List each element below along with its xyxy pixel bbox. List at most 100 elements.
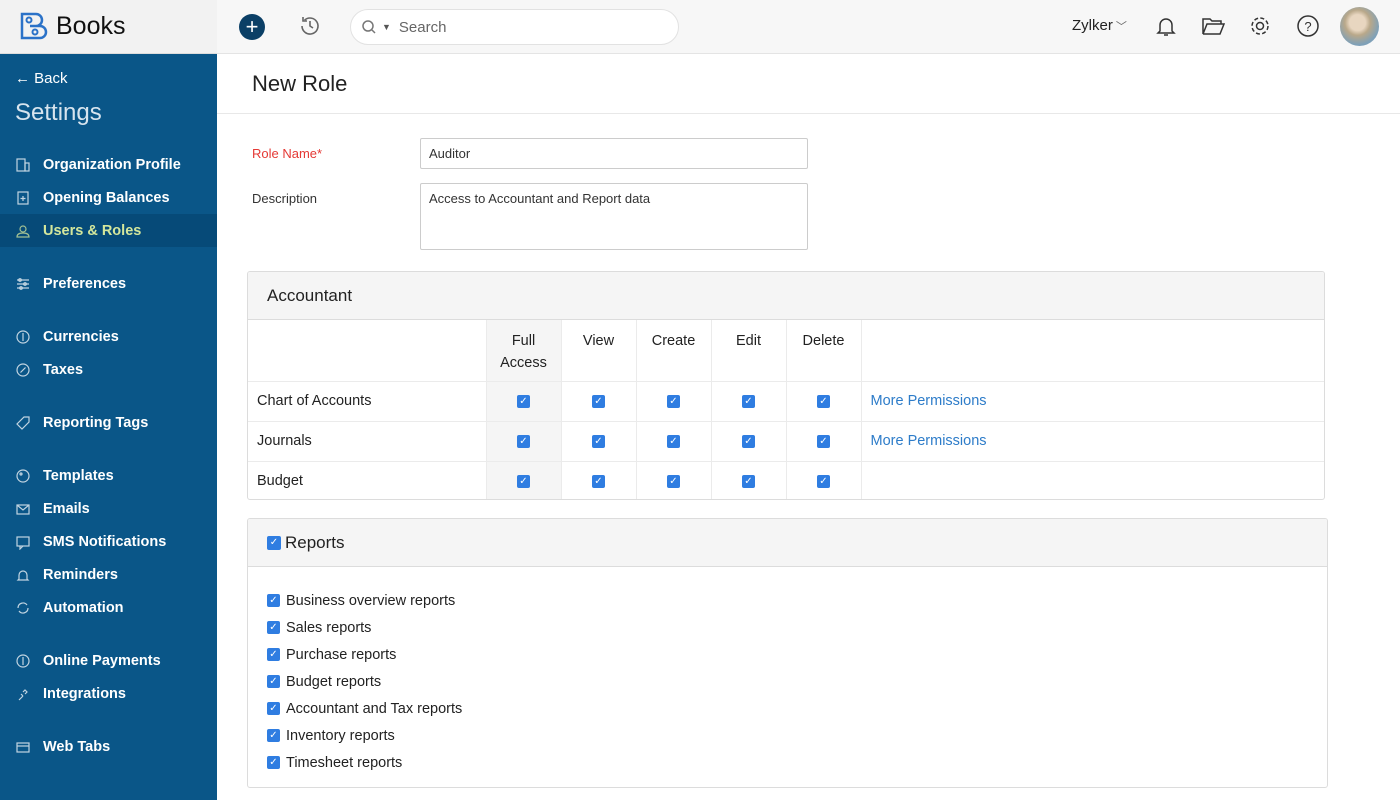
module-name: Chart of Accounts bbox=[248, 381, 487, 422]
search-filter-caret-icon[interactable]: ▼ bbox=[382, 22, 391, 32]
sidebar-item-currencies[interactable]: Currencies bbox=[0, 320, 217, 353]
report-item[interactable]: ✓ Budget reports bbox=[267, 668, 1327, 695]
search-input[interactable]: ▼ Search bbox=[350, 9, 679, 45]
svg-text:?: ? bbox=[1304, 19, 1311, 34]
sidebar-item-label: Reminders bbox=[43, 566, 118, 583]
settings-nav: Organization Profile Opening Balances User… bbox=[0, 148, 217, 763]
permission-checkbox-delete[interactable]: ✓ bbox=[817, 394, 830, 408]
module-name: Budget bbox=[248, 461, 487, 499]
mail-icon bbox=[16, 503, 30, 515]
back-link[interactable]: ← Back bbox=[15, 70, 68, 87]
permission-checkbox-create[interactable]: ✓ bbox=[667, 474, 680, 488]
plus-icon[interactable]: + bbox=[239, 14, 265, 40]
top-bar: + ▼ Search Zylker ﹀ ? bbox=[217, 0, 1400, 54]
users-icon bbox=[16, 224, 30, 238]
report-checkbox[interactable]: ✓ bbox=[267, 756, 280, 769]
more-permissions-link[interactable]: More Permissions bbox=[861, 381, 1324, 422]
gear-icon[interactable] bbox=[1248, 14, 1272, 38]
report-checkbox[interactable]: ✓ bbox=[267, 702, 280, 715]
description-textarea[interactable]: Access to Accountant and Report data bbox=[420, 183, 808, 250]
permission-checkbox-edit[interactable]: ✓ bbox=[742, 434, 755, 448]
module-column-header bbox=[248, 320, 487, 382]
table-row: Budget ✓ ✓ ✓ ✓ ✓ bbox=[248, 461, 1324, 499]
palette-icon bbox=[16, 468, 30, 483]
permission-cell: ✓ bbox=[786, 461, 862, 499]
report-item[interactable]: ✓ Purchase reports bbox=[267, 641, 1327, 668]
report-item[interactable]: ✓ Timesheet reports bbox=[267, 749, 1327, 776]
more-permissions-link[interactable]: More Permissions bbox=[861, 421, 1324, 462]
sidebar-item-users-roles[interactable]: Users & Roles bbox=[0, 214, 217, 247]
permission-checkbox-edit[interactable]: ✓ bbox=[742, 474, 755, 488]
report-checkbox[interactable]: ✓ bbox=[267, 729, 280, 742]
permission-cell: ✓ bbox=[486, 381, 562, 422]
sidebar-item-web-tabs[interactable]: Web Tabs bbox=[0, 730, 217, 763]
reports-list: ✓ Business overview reports ✓ Sales reports… bbox=[248, 567, 1327, 776]
report-checkbox[interactable]: ✓ bbox=[267, 594, 280, 607]
report-item[interactable]: ✓ Accountant and Tax reports bbox=[267, 695, 1327, 722]
permission-cell: ✓ bbox=[486, 421, 562, 462]
permission-checkbox-view[interactable]: ✓ bbox=[592, 434, 605, 448]
permission-cell: ✓ bbox=[561, 421, 637, 462]
report-checkbox[interactable]: ✓ bbox=[267, 675, 280, 688]
sidebar-item-preferences[interactable]: Preferences bbox=[0, 267, 217, 300]
bell-icon bbox=[16, 569, 30, 581]
sidebar-item-taxes[interactable]: Taxes bbox=[0, 353, 217, 386]
sidebar-item-opening-balances[interactable]: Opening Balances bbox=[0, 181, 217, 214]
percent-icon bbox=[16, 362, 30, 377]
avatar[interactable] bbox=[1340, 7, 1379, 46]
sidebar-item-label: Integrations bbox=[43, 685, 126, 702]
currency-icon bbox=[16, 329, 30, 344]
sidebar-item-reporting-tags[interactable]: Reporting Tags bbox=[0, 406, 217, 439]
permission-checkbox-delete[interactable]: ✓ bbox=[817, 474, 830, 488]
permission-checkbox-create[interactable]: ✓ bbox=[667, 394, 680, 408]
bell-icon[interactable] bbox=[1154, 14, 1178, 38]
logo[interactable]: Books bbox=[0, 0, 217, 54]
permission-checkbox-delete[interactable]: ✓ bbox=[817, 434, 830, 448]
sidebar-item-sms-notifications[interactable]: SMS Notifications bbox=[0, 525, 217, 558]
report-item[interactable]: ✓ Business overview reports bbox=[267, 587, 1327, 614]
permission-checkbox-create[interactable]: ✓ bbox=[667, 434, 680, 448]
report-label: Purchase reports bbox=[286, 646, 397, 663]
reports-select-all-checkbox[interactable]: ✓ bbox=[267, 535, 281, 550]
org-switcher[interactable]: Zylker ﹀ bbox=[1072, 17, 1127, 34]
app-name: Books bbox=[56, 12, 126, 40]
sidebar-item-label: Taxes bbox=[43, 361, 84, 378]
permission-checkbox-full-access[interactable]: ✓ bbox=[517, 394, 530, 408]
sidebar-item-label: Currencies bbox=[43, 328, 119, 345]
accountant-title: Accountant bbox=[248, 272, 1324, 320]
role-name-input[interactable]: Auditor bbox=[420, 138, 808, 169]
search-placeholder: Search bbox=[398, 18, 447, 36]
report-item[interactable]: ✓ Sales reports bbox=[267, 614, 1327, 641]
help-icon[interactable]: ? bbox=[1296, 14, 1320, 38]
permission-checkbox-edit[interactable]: ✓ bbox=[742, 394, 755, 408]
report-checkbox[interactable]: ✓ bbox=[267, 648, 280, 661]
more-permissions-link bbox=[861, 461, 1324, 499]
arrow-left-icon: ← bbox=[15, 70, 35, 87]
permission-checkbox-full-access[interactable]: ✓ bbox=[517, 474, 530, 488]
reports-panel: ✓ Reports ✓ Business overview reports ✓ Sal… bbox=[247, 518, 1328, 788]
folder-icon[interactable] bbox=[1201, 14, 1225, 38]
sidebar-item-emails[interactable]: Emails bbox=[0, 492, 217, 525]
permission-cell: ✓ bbox=[711, 461, 787, 499]
sidebar-item-reminders[interactable]: Reminders bbox=[0, 558, 217, 591]
sidebar-item-organization-profile[interactable]: Organization Profile bbox=[0, 148, 217, 181]
sidebar-item-label: Reporting Tags bbox=[43, 414, 149, 431]
report-label: Budget reports bbox=[286, 673, 382, 690]
report-label: Timesheet reports bbox=[286, 754, 403, 771]
sidebar-item-online-payments[interactable]: Online Payments bbox=[0, 644, 217, 677]
chevron-down-icon: ﹀ bbox=[1112, 21, 1127, 33]
sidebar-item-templates[interactable]: Templates bbox=[0, 459, 217, 492]
permission-checkbox-view[interactable]: ✓ bbox=[592, 394, 605, 408]
plug-icon bbox=[18, 688, 28, 700]
permission-checkbox-full-access[interactable]: ✓ bbox=[517, 434, 530, 448]
permission-checkbox-view[interactable]: ✓ bbox=[592, 474, 605, 488]
sidebar-item-integrations[interactable]: Integrations bbox=[0, 677, 217, 710]
report-label: Inventory reports bbox=[286, 727, 395, 744]
sidebar-item-label: Templates bbox=[43, 467, 114, 484]
report-checkbox[interactable]: ✓ bbox=[267, 621, 280, 634]
report-item[interactable]: ✓ Inventory reports bbox=[267, 722, 1327, 749]
history-icon[interactable] bbox=[297, 13, 323, 39]
sidebar-item-automation[interactable]: Automation bbox=[0, 591, 217, 624]
column-header-create: Create bbox=[636, 320, 712, 382]
report-label: Accountant and Tax reports bbox=[286, 700, 463, 717]
